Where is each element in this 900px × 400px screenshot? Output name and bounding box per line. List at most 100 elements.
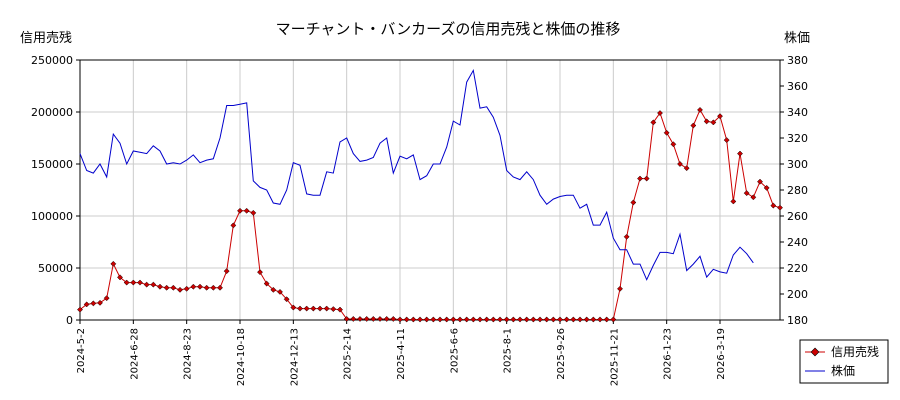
- data-point: [670, 141, 677, 148]
- x-tick-label: 2025-9-26: [556, 328, 567, 380]
- data-point: [223, 268, 230, 275]
- data-point: [290, 304, 297, 311]
- grid: [79, 59, 780, 321]
- y-tick-label-left: 200000: [31, 106, 73, 119]
- y-tick-label-right: 200: [787, 288, 808, 301]
- y-tick-label-left: 50000: [38, 262, 73, 275]
- y-tick-label-right: 300: [787, 158, 808, 171]
- data-point: [383, 316, 390, 322]
- x-tick-label: 2025-11-21: [609, 328, 620, 386]
- data-point: [710, 119, 717, 126]
- data-point: [423, 316, 430, 323]
- data-point: [623, 233, 630, 240]
- data-point: [697, 106, 703, 113]
- data-point: [463, 316, 470, 323]
- y-ticks-left: 0 50000 100000 150000 200000 250000: [31, 54, 80, 327]
- data-point: [523, 316, 530, 323]
- data-point: [203, 284, 210, 291]
- x-tick-label: 2024-5-2: [76, 328, 87, 373]
- data-point: [617, 285, 623, 292]
- data-point: [243, 207, 250, 214]
- data-point: [477, 316, 483, 323]
- data-point: [330, 306, 337, 313]
- data-point: [250, 209, 257, 216]
- data-point: [163, 284, 170, 291]
- x-tick-label: 2024-10-18: [236, 328, 247, 386]
- chart-title: マーチャント・バンカーズの信用売残と株価の推移: [276, 20, 621, 38]
- data-point: [470, 316, 477, 323]
- data-point: [277, 288, 283, 295]
- data-point: [210, 284, 217, 291]
- y-tick-label-left: 0: [66, 314, 73, 327]
- data-point: [403, 316, 410, 323]
- data-point: [730, 198, 737, 205]
- x-tick-label: 2024-6-28: [129, 328, 140, 380]
- y-axis-right-label: 株価: [784, 31, 810, 46]
- x-tick-label: 2025-2-14: [343, 328, 354, 380]
- y-tick-label-left: 250000: [31, 54, 73, 67]
- data-point: [323, 305, 330, 312]
- data-point: [97, 299, 103, 306]
- x-tick-label: 2026-1-23: [663, 328, 674, 380]
- data-point: [717, 113, 723, 120]
- y-tick-label-right: 280: [787, 184, 808, 197]
- data-point: [337, 306, 343, 313]
- data-point: [343, 316, 350, 322]
- data-point: [703, 118, 710, 125]
- data-point: [297, 305, 303, 312]
- data-point: [123, 279, 130, 286]
- data-point: [683, 165, 690, 172]
- series-line-price: [79, 68, 754, 281]
- data-point: [397, 316, 403, 323]
- data-point: [637, 175, 643, 182]
- series-line-margin-sell: [79, 108, 781, 320]
- y-tick-label-left: 150000: [31, 158, 73, 171]
- x-tick-label: 2025-6-6: [449, 328, 460, 373]
- data-point: [237, 207, 243, 214]
- data-point: [563, 316, 570, 323]
- data-point: [610, 316, 617, 323]
- y-tick-label-right: 380: [787, 54, 808, 67]
- y-tick-label-right: 240: [787, 236, 808, 249]
- data-point: [270, 286, 277, 293]
- data-point: [543, 316, 550, 323]
- data-point: [357, 316, 363, 322]
- data-point: [657, 110, 663, 116]
- x-ticks: 2024-5-2 2024-6-28 2024-8-23 2024-10-18 2024…: [76, 320, 727, 386]
- data-point: [303, 305, 310, 312]
- x-tick-label: 2026-3-19: [716, 328, 727, 380]
- x-tick-label: 2025-4-11: [396, 328, 407, 380]
- data-point: [310, 305, 317, 312]
- data-point: [603, 316, 610, 323]
- y-tick-label-right: 220: [787, 262, 808, 275]
- data-point: [743, 190, 750, 197]
- data-point: [643, 175, 650, 182]
- data-point: [483, 316, 490, 323]
- data-point: [150, 281, 157, 288]
- legend-label-price: 株価: [831, 363, 855, 378]
- data-point: [410, 316, 417, 323]
- data-point: [757, 178, 763, 185]
- y-axis-left-label: 信用売残: [20, 30, 72, 46]
- data-point: [590, 316, 597, 323]
- data-point: [763, 184, 770, 191]
- data-point: [570, 316, 577, 323]
- data-point: [497, 316, 503, 323]
- data-point: [443, 316, 450, 323]
- data-point: [677, 161, 683, 167]
- data-point: [777, 204, 783, 211]
- x-tick-label: 2024-12-13: [289, 328, 300, 386]
- legend-marker-margin: [810, 347, 820, 357]
- data-point: [723, 137, 730, 144]
- x-tick-label: 2024-8-23: [183, 328, 194, 380]
- data-point: [197, 283, 203, 290]
- legend-label-margin: 信用売残: [831, 344, 879, 359]
- data-point: [90, 300, 97, 307]
- data-point: [103, 295, 110, 302]
- data-point: [190, 283, 197, 290]
- data-point: [137, 279, 143, 286]
- data-point: [283, 296, 290, 303]
- data-point: [417, 316, 423, 323]
- data-point: [430, 316, 437, 323]
